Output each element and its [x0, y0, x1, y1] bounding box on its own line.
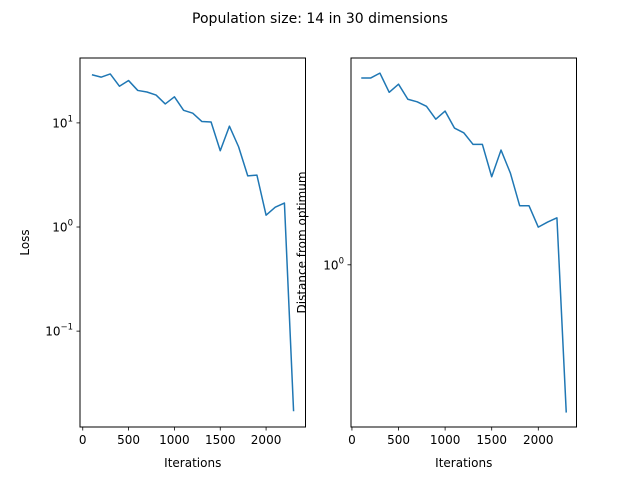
distance-subplot: 0 500 1000 1500 2000 100 Iterations Distance…	[295, 57, 577, 470]
loss-y-tick-base: 10	[45, 325, 60, 339]
loss-y-tick-label: 10−1	[45, 323, 73, 339]
loss-series-line	[91, 73, 295, 412]
distance-y-tick-base: 10	[323, 258, 338, 272]
loss-x-tick-label: 2000	[251, 433, 282, 447]
loss-x-axis-label: Iterations	[164, 456, 221, 470]
distance-x-tick-label: 2000	[523, 433, 554, 447]
loss-x-ticks: 0 500 1000 1500 2000	[79, 427, 281, 447]
loss-y-tick-base: 10	[52, 221, 67, 235]
distance-x-ticks: 0 500 1000 1500 2000	[348, 427, 554, 447]
distance-y-tick-label: 100	[323, 256, 344, 272]
loss-y-tick-label: 100	[52, 219, 73, 235]
loss-y-tick-base: 10	[52, 116, 67, 130]
loss-y-tick-exponent: 1	[68, 114, 73, 124]
loss-plot-frame	[79, 57, 306, 428]
distance-y-ticks: 100	[323, 256, 351, 272]
loss-y-tick-exponent: 0	[68, 219, 73, 229]
loss-x-tick-label: 1000	[159, 433, 190, 447]
distance-x-tick-label: 1000	[430, 433, 461, 447]
loss-y-tick-label: 101	[52, 114, 73, 130]
distance-y-axis-label: Distance from optimum	[295, 171, 309, 313]
loss-x-tick-label: 1500	[205, 433, 236, 447]
figure-suptitle: Population size: 14 in 30 dimensions	[192, 11, 448, 27]
distance-series-line	[361, 72, 567, 413]
distance-x-tick-label: 500	[387, 433, 410, 447]
loss-x-tick-label: 500	[117, 433, 140, 447]
distance-x-axis-label: Iterations	[435, 456, 492, 470]
distance-series	[361, 72, 567, 413]
loss-y-tick-exponent: −1	[60, 323, 73, 333]
distance-plot-frame	[350, 57, 577, 428]
loss-x-tick-label: 0	[79, 433, 87, 447]
distance-y-tick-exponent: 0	[339, 256, 344, 266]
distance-x-tick-label: 0	[348, 433, 356, 447]
distance-x-tick-label: 1500	[476, 433, 507, 447]
loss-series	[91, 73, 295, 412]
loss-y-axis-label: Loss	[18, 229, 32, 255]
